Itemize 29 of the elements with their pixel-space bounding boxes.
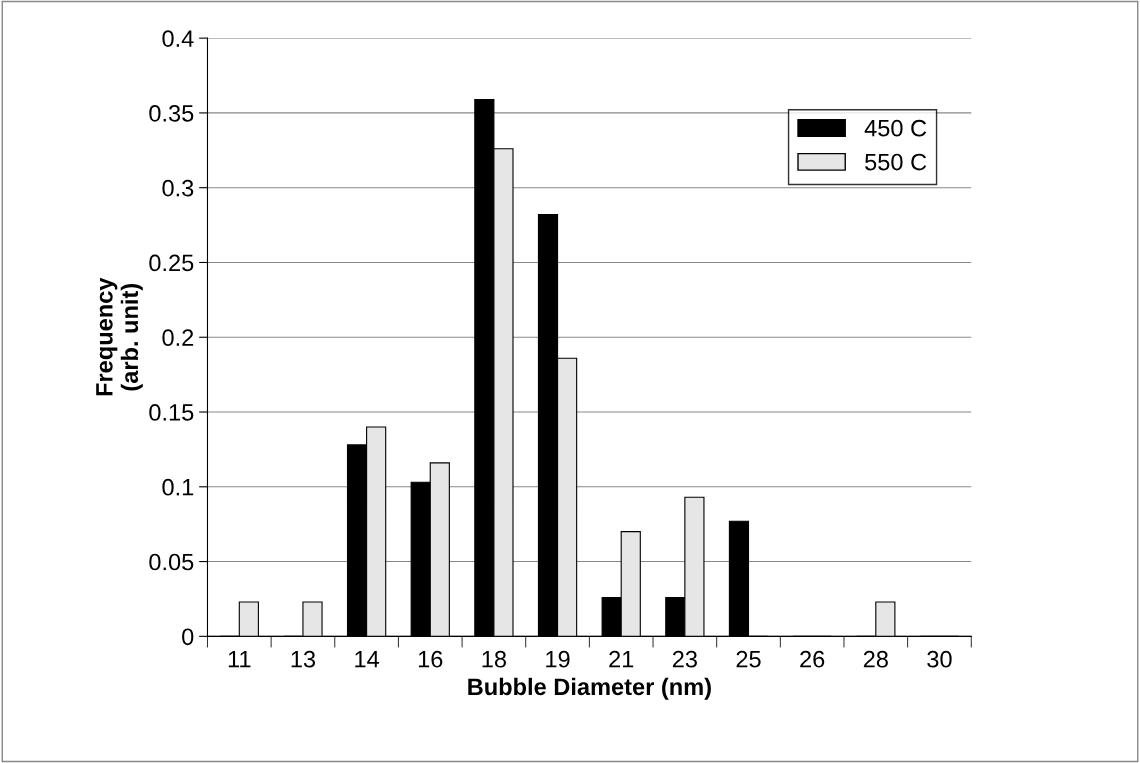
x-tick-label: 25 <box>736 650 761 668</box>
y-tick-label: 0.05 <box>149 553 194 571</box>
y-tick-label: 0.1 <box>162 478 194 496</box>
legend-label: 550 C <box>865 153 927 171</box>
y-tick-label: 0.25 <box>149 254 194 272</box>
x-tick-label: 21 <box>609 650 634 668</box>
bar <box>238 601 259 637</box>
legend-label: 450 C <box>864 119 927 137</box>
y-tick-label: 0 <box>182 628 194 646</box>
bar <box>875 601 896 637</box>
x-tick-label: 26 <box>800 650 825 668</box>
x-tick-label: 19 <box>546 650 570 668</box>
x-tick-label: 18 <box>482 650 507 668</box>
x-tick-label: 16 <box>418 650 443 668</box>
x-tick-label: 30 <box>927 650 952 668</box>
bar <box>302 601 323 637</box>
y-tick-label: 0.35 <box>149 104 194 122</box>
y-tick-label: 0.15 <box>149 404 194 421</box>
x-tick-label: 11 <box>228 651 251 668</box>
x-tick-label: 14 <box>355 651 380 668</box>
y-tick-label: 0.4 <box>162 30 194 47</box>
y-tick-label: 0.2 <box>162 329 194 347</box>
y-axis-title: Frequency (arb. unit) <box>96 277 143 396</box>
x-tick-label: 23 <box>672 650 697 668</box>
bar <box>728 520 750 637</box>
x-axis-title: Bubble Diameter (nm) <box>468 677 711 700</box>
y-tick-label: 0.3 <box>162 179 194 197</box>
x-tick-label: 13 <box>291 650 316 668</box>
x-tick-label: 28 <box>863 650 888 668</box>
